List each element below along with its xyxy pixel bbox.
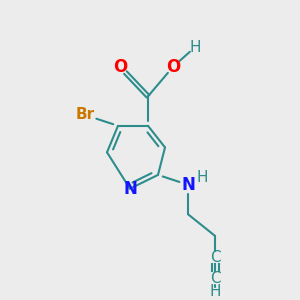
Text: H: H — [209, 284, 221, 299]
Text: O: O — [166, 58, 180, 76]
Text: C: C — [210, 271, 220, 286]
Text: N: N — [181, 176, 195, 194]
Text: N: N — [123, 180, 137, 198]
Text: H: H — [189, 40, 201, 55]
Text: H: H — [196, 170, 208, 185]
Text: Br: Br — [75, 107, 94, 122]
Text: O: O — [113, 58, 127, 76]
Text: C: C — [210, 250, 220, 265]
